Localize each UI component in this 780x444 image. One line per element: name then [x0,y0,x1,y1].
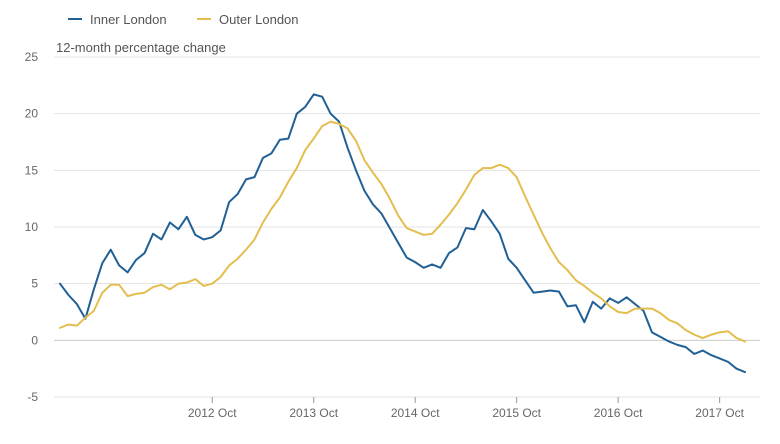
legend-label-inner-london: Inner London [90,12,167,27]
x-tick-label: 2017 Oct [695,406,744,420]
y-tick-label: 15 [25,163,39,177]
gridlines [54,56,760,398]
x-tick-label: 2012 Oct [188,406,237,420]
series-lines [59,93,746,374]
x-axis: 2012 Oct 2013 Oct 2014 Oct 2015 Oct 2016 Oct… [188,397,745,420]
y-tick-label: 25 [25,50,39,64]
x-tick-label: 2013 Oct [289,406,338,420]
series-line-inner-london [59,93,746,374]
series-line-outer-london [59,120,746,343]
y-axis: -5 0 5 10 15 20 25 [25,50,39,404]
legend: Inner London Outer London [68,12,299,27]
x-tick-label: 2016 Oct [594,406,643,420]
y-tick-label: 10 [25,220,39,234]
y-tick-label: 5 [31,277,38,291]
y-tick-label: 20 [25,107,39,121]
x-tick-label: 2014 Oct [391,406,440,420]
y-tick-label: 0 [31,333,38,347]
x-tick-label: 2015 Oct [492,406,541,420]
y-axis-title: 12-month percentage change [56,40,226,55]
legend-label-outer-london: Outer London [219,12,299,27]
y-tick-label: -5 [27,390,38,404]
